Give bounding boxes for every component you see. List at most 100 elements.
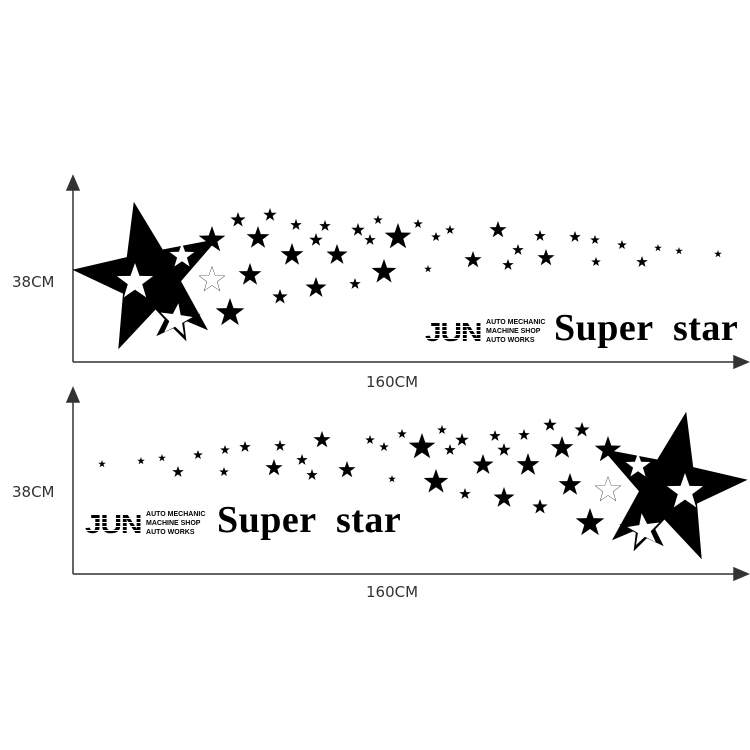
star-icon [532,499,548,514]
star-icon [371,259,397,283]
star-icon [569,231,581,242]
star-icon [172,466,184,477]
star-cutout-icon [666,473,704,508]
panel-2-logo: JUN AUTO MECHANIC MACHINE SHOP AUTO WORK… [85,510,205,537]
star-icon [493,487,515,507]
star-icon [636,256,648,267]
star-icon [516,453,540,475]
star-icon [591,257,601,266]
star-icon [397,429,407,438]
brand-mark: JUN [425,316,483,347]
star-icon [220,445,230,454]
panel-1-width-label: 160CM [366,373,419,391]
star-icon [274,440,286,451]
star-icon [373,215,383,224]
star-icon [502,259,514,270]
star-icon [455,433,469,446]
star-icon [675,247,683,255]
star-icon [537,249,555,266]
star-icon [489,430,501,441]
star-icon [198,226,226,252]
star-icon [137,457,145,465]
star-icon [158,454,166,462]
star-icon [558,473,582,495]
star-icon [238,263,262,285]
panel-2-axes [65,386,750,582]
star-icon [472,454,494,474]
star-icon [594,436,622,462]
star-icon [306,469,318,480]
star-icon [280,243,304,265]
panel-1-title: Super star [554,307,739,349]
panel-1-logo: JUN AUTO MECHANIC MACHINE SHOP AUTO WORK… [425,318,545,345]
arrow-right-icon [733,354,750,370]
star-icon [388,475,396,483]
star-icon [338,461,356,478]
star-icon [543,418,557,431]
logo-line: MACHINE SHOP [146,520,201,527]
star-icon [714,250,722,258]
star-cutout-icon [169,243,195,267]
star-icon [574,422,590,437]
panel-2-title: Super star [217,499,402,541]
star-icon [365,435,375,444]
star-icon [230,212,246,227]
star-icon [444,444,456,455]
star-icon [263,208,277,221]
brand-mark: JUN [85,508,143,539]
star-icon [98,460,106,468]
star-icon [215,298,245,326]
panel-2-width-label: 160CM [366,583,419,601]
star-icon [431,232,441,241]
star-icon [305,277,327,297]
star-icon [424,265,432,273]
star-icon [489,221,507,238]
star-icon [617,240,627,249]
star-cutout-icon [160,303,193,335]
star-icon [423,469,449,493]
panel-1-axes [65,174,750,370]
star-icon [575,508,605,536]
star-icon [379,442,389,451]
star-icon [512,244,524,255]
logo-line: AUTO WORKS [486,337,535,344]
star-icon [364,234,376,245]
star-icon [550,436,574,458]
logo-line: MACHINE SHOP [486,328,541,335]
arrow-up-icon [65,174,81,191]
star-icon [459,488,471,499]
large-star-icon [602,411,748,560]
star-icon [445,225,455,234]
panel-1-stars [72,201,722,350]
panel-1-height-label: 38CM [12,273,55,291]
large-star-icon [72,201,218,350]
star-icon [319,220,331,231]
star-cutout-icon [199,267,225,291]
star-icon [272,289,288,304]
star-icon [534,230,546,241]
star-icon [413,219,423,228]
star-icon [464,251,482,268]
panel-2-height-label: 38CM [12,483,55,501]
star-icon [590,235,600,244]
star-icon [518,429,530,440]
star-icon [654,244,662,252]
star-icon [497,443,511,456]
star-icon [309,233,323,246]
star-icon [384,223,412,249]
star-icon [351,223,365,236]
logo-line: AUTO MECHANIC [486,319,546,326]
star-icon [349,278,361,289]
star-icon [326,244,348,264]
logo-line: AUTO WORKS [146,529,195,536]
star-cutout-icon [116,263,154,298]
star-icon [246,226,270,248]
star-icon [219,467,229,476]
arrow-up-icon [65,386,81,403]
star-icon [437,425,447,434]
star-icon [313,431,331,448]
star-icon [239,441,251,452]
star-icon [296,454,308,465]
star-icon [408,433,436,459]
